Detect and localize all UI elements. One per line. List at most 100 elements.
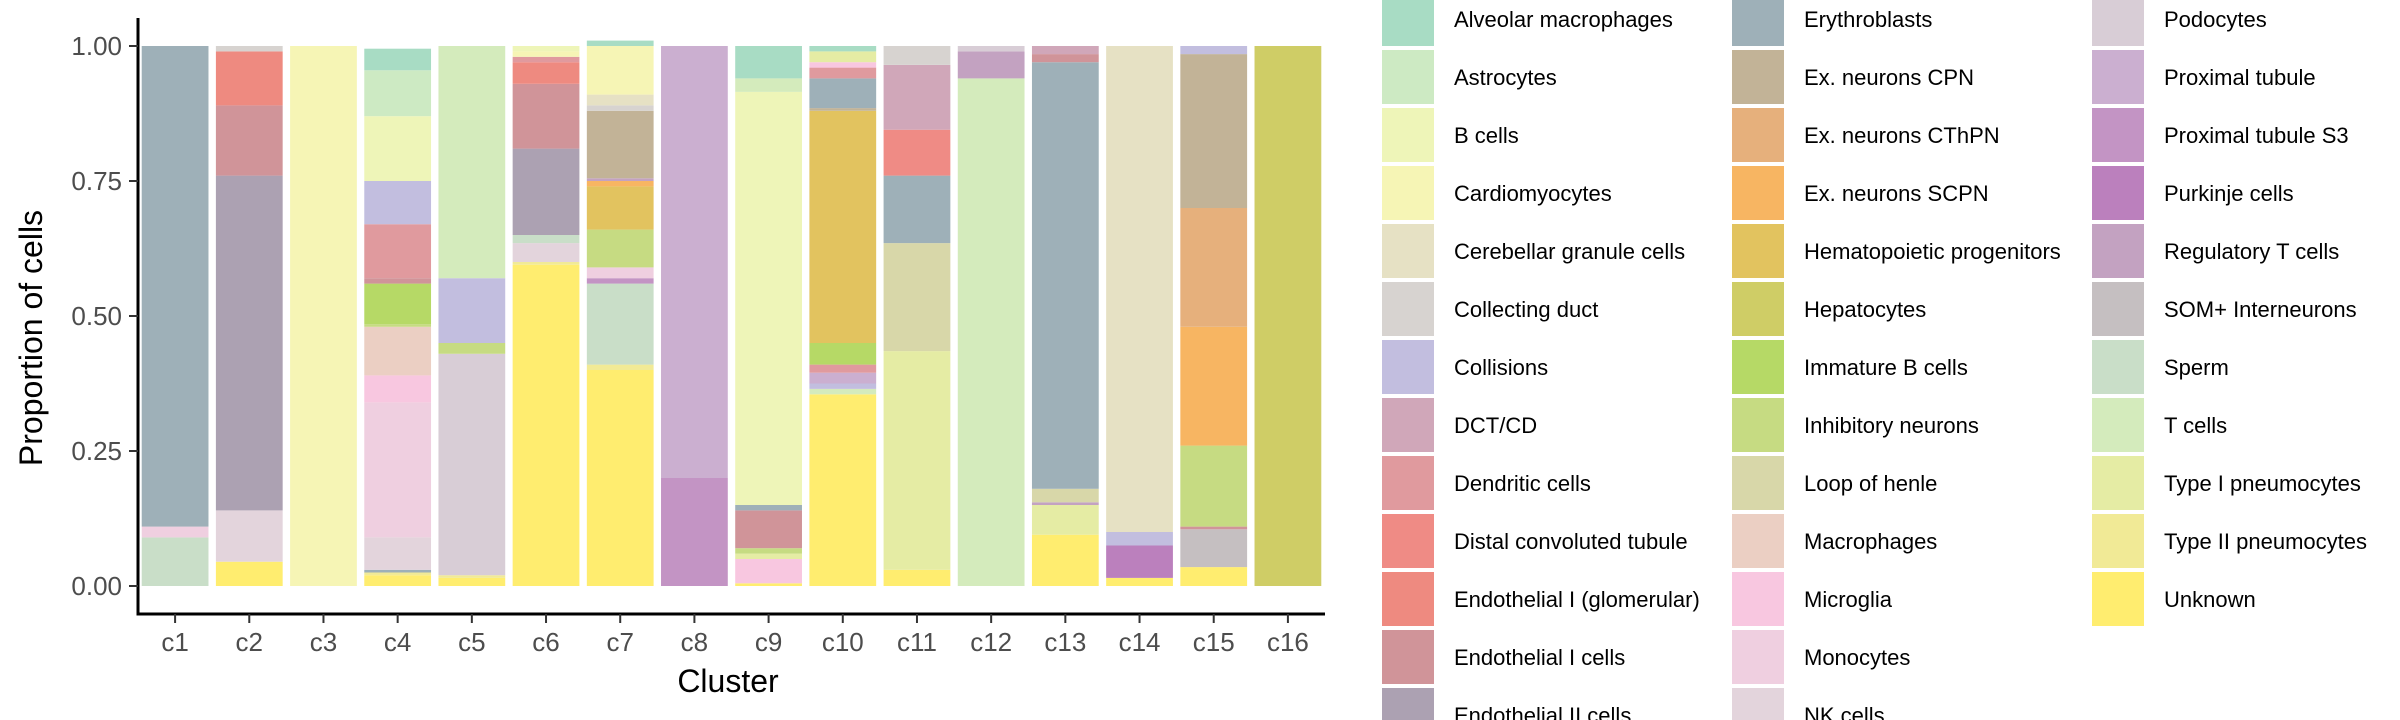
- bar-segment: [809, 78, 877, 109]
- bar-segment: [512, 262, 580, 265]
- bar-segment: [141, 46, 209, 527]
- legend-key: [1732, 398, 1784, 452]
- legend-label: Endothelial II cells: [1454, 703, 1631, 720]
- bar-segment: [364, 572, 432, 576]
- legend-key: [1382, 340, 1434, 394]
- legend-key: [2092, 456, 2144, 510]
- legend-label: Endothelial I cells: [1454, 645, 1625, 670]
- legend-label: Proximal tubule S3: [2164, 123, 2349, 148]
- legend-item: Macrophages: [1732, 514, 1937, 568]
- bar-segment: [735, 559, 802, 584]
- legend-item: Endothelial I (glomerular): [1382, 572, 1700, 626]
- legend-item: Monocytes: [1732, 630, 1910, 684]
- legend-item: Loop of henle: [1732, 456, 1937, 510]
- bar-segment: [586, 186, 654, 230]
- bar-segment: [1031, 502, 1099, 505]
- bar-stack-c14: [1106, 46, 1173, 586]
- bar-segment: [957, 51, 1025, 79]
- legend-item: Alveolar macrophages: [1382, 0, 1673, 46]
- bar-segment: [735, 78, 802, 92]
- bar-segment: [438, 46, 506, 279]
- legend-label: Collisions: [1454, 355, 1548, 380]
- legend-label: Ex. neurons CPN: [1804, 65, 1974, 90]
- legend-key: [1382, 282, 1434, 336]
- bar-segment: [735, 510, 802, 549]
- bar-segment: [364, 375, 432, 403]
- bar-stack-c13: [1031, 46, 1099, 586]
- bar-segment: [215, 510, 283, 562]
- legend-item: Collecting duct: [1382, 282, 1598, 336]
- legend-key: [1732, 514, 1784, 568]
- bar-segment: [957, 46, 1025, 52]
- bar-segment: [735, 91, 802, 506]
- legend-item: Ex. neurons CThPN: [1732, 108, 2000, 162]
- bar-segment: [512, 83, 580, 149]
- bar-segment: [1180, 54, 1248, 208]
- y-axis: 0.00 0.25 0.50 0.75 1.00: [71, 18, 140, 614]
- bar-segment: [364, 326, 432, 376]
- bar-segment: [809, 372, 877, 384]
- legend-item: Immature B cells: [1732, 340, 1968, 394]
- x-tick-label: c5: [458, 627, 485, 657]
- bar-segment: [809, 394, 877, 586]
- bar-segment: [364, 537, 432, 570]
- bar-segment: [215, 46, 283, 52]
- bar-segment: [364, 402, 432, 538]
- bar-segment: [809, 343, 877, 365]
- bar-segment: [735, 553, 802, 559]
- legend-item: NK cells: [1732, 688, 1885, 720]
- legend-label: Type II pneumocytes: [2164, 529, 2367, 554]
- x-tick-label: c6: [532, 627, 559, 657]
- bar-stack-c4: [364, 48, 432, 586]
- bar-segment: [512, 62, 580, 84]
- legend-label: T cells: [2164, 413, 2227, 438]
- bar-segment: [809, 46, 877, 52]
- bar-stack-c12: [957, 46, 1025, 587]
- legend-item: Ex. neurons SCPN: [1732, 166, 1989, 220]
- bar-segment: [586, 178, 654, 181]
- legend-key: [1382, 398, 1434, 452]
- legend-key: [2092, 0, 2144, 46]
- bar-segment: [1254, 46, 1322, 586]
- bar-segment: [586, 283, 654, 365]
- bar-segment: [1106, 532, 1173, 546]
- plot-area: [141, 40, 1322, 587]
- bar-segment: [809, 108, 877, 111]
- legend-label: Distal convoluted tubule: [1454, 529, 1688, 554]
- bar-segment: [586, 40, 654, 46]
- legend-label: Endothelial I (glomerular): [1454, 587, 1700, 612]
- bar-segment: [661, 46, 728, 478]
- bar-segment: [512, 56, 580, 63]
- bar-segment: [1106, 46, 1173, 532]
- bar-stack-c16: [1254, 46, 1322, 586]
- x-tick-label: c9: [755, 627, 782, 657]
- bar-segment: [735, 583, 802, 586]
- legend-key: [2092, 514, 2144, 568]
- x-tick-label: c4: [384, 627, 411, 657]
- legend-key: [2092, 108, 2144, 162]
- bar-segment: [809, 67, 877, 79]
- legend-label: Hematopoietic progenitors: [1804, 239, 2061, 264]
- bar-stack-c2: [215, 46, 283, 586]
- bar-segment: [1180, 526, 1248, 530]
- bar-segment: [364, 48, 432, 71]
- bar-segment: [809, 51, 877, 63]
- legend-key: [1382, 688, 1434, 720]
- bar-segment: [141, 537, 209, 586]
- bar-segment: [290, 46, 357, 586]
- y-tick-label: 0.25: [71, 436, 122, 466]
- legend-item: Unknown: [2092, 572, 2256, 626]
- x-tick-label: c15: [1193, 627, 1235, 657]
- legend-item: Sperm: [2092, 340, 2229, 394]
- bar-segment: [364, 283, 432, 325]
- x-tick-label: c12: [970, 627, 1012, 657]
- legend-item: Proximal tubule S3: [2092, 108, 2349, 162]
- bar-segment: [586, 229, 654, 268]
- y-axis-title: Proportion of cells: [13, 210, 49, 466]
- legend-item: Regulatory T cells: [2092, 224, 2339, 278]
- bar-segment: [883, 46, 951, 65]
- bar-stack-c7: [586, 40, 654, 586]
- legend-label: Unknown: [2164, 587, 2256, 612]
- bar-segment: [586, 181, 654, 187]
- y-tick-label: 1.00: [71, 31, 122, 61]
